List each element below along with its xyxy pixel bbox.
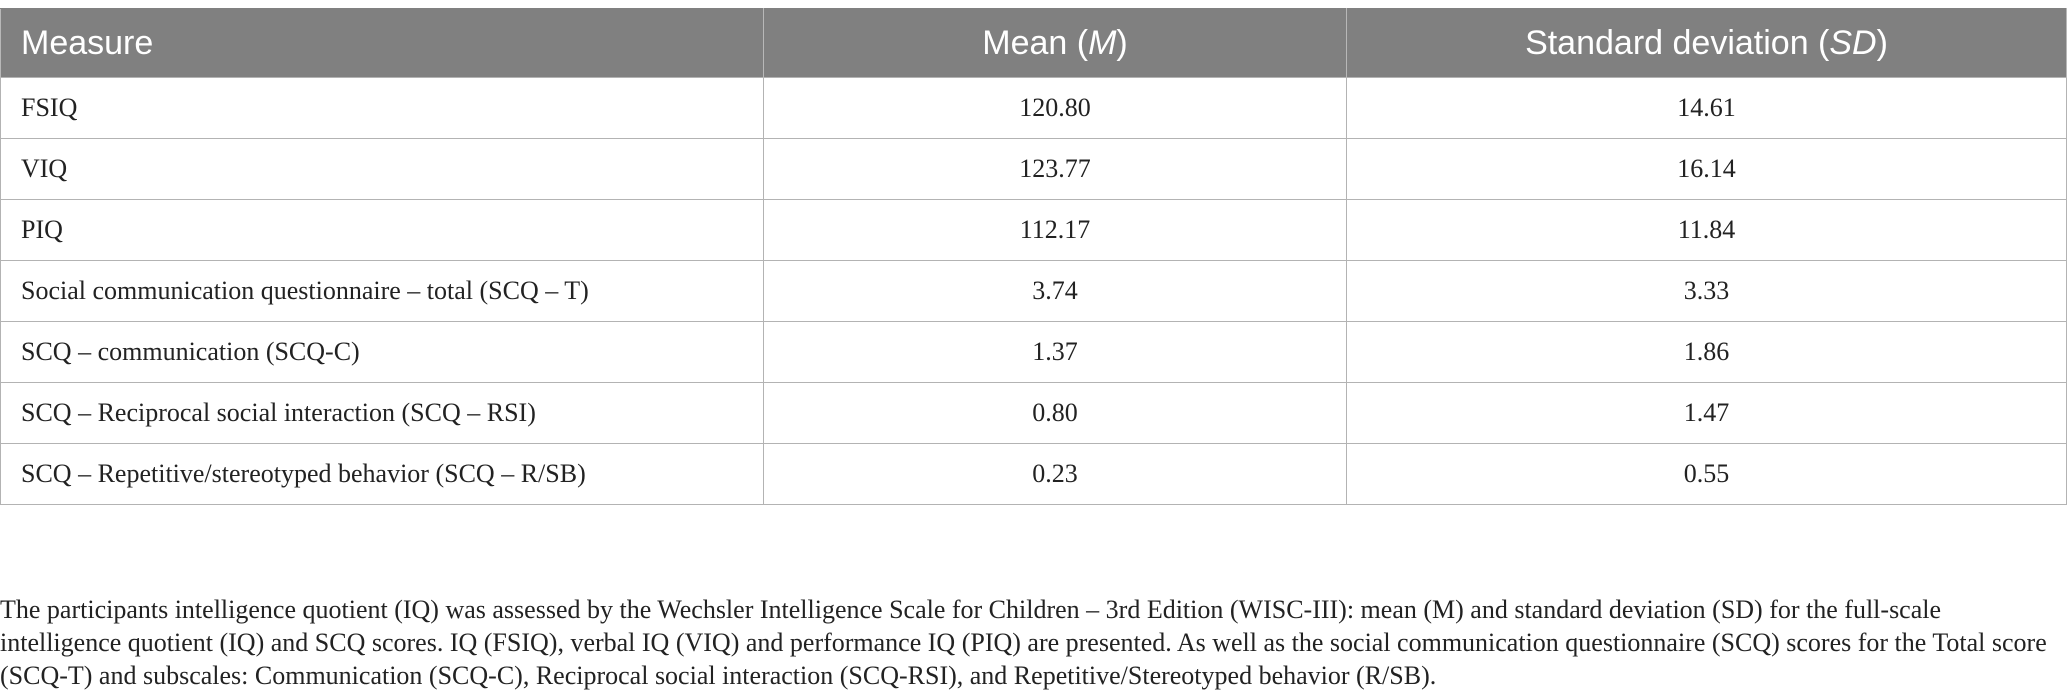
table-body: FSIQ 120.80 14.61 VIQ 123.77 16.14 PIQ 1… <box>0 77 2067 505</box>
header-sd-symbol: SD <box>1829 23 1877 62</box>
cell-sd: 14.61 <box>1346 77 2067 139</box>
cell-sd: 11.84 <box>1346 199 2067 261</box>
results-table: Measure Mean (M) Standard deviation (SD)… <box>0 8 2067 505</box>
header-mean-suffix: ) <box>1116 23 1128 62</box>
cell-measure: Social communication questionnaire – tot… <box>0 260 764 322</box>
cell-sd: 0.55 <box>1346 443 2067 505</box>
header-sd-prefix: Standard deviation ( <box>1525 23 1830 62</box>
header-sd: Standard deviation (SD) <box>1346 8 2067 78</box>
table-row: PIQ 112.17 11.84 <box>0 199 2067 261</box>
table-footnote: The participants intelligence quotient (… <box>0 595 2047 690</box>
header-mean-symbol: M <box>1088 23 1117 62</box>
cell-measure: SCQ – Repetitive/stereotyped behavior (S… <box>0 443 764 505</box>
header-sd-suffix: ) <box>1876 23 1888 62</box>
cell-mean: 112.17 <box>763 199 1347 261</box>
header-row: Measure Mean (M) Standard deviation (SD) <box>0 8 2067 78</box>
table-row: SCQ – Reciprocal social interaction (SCQ… <box>0 382 2067 444</box>
cell-sd: 16.14 <box>1346 138 2067 200</box>
cell-mean: 3.74 <box>763 260 1347 322</box>
cell-measure: VIQ <box>0 138 764 200</box>
cell-measure: SCQ – Reciprocal social interaction (SCQ… <box>0 382 764 444</box>
cell-measure: SCQ – communication (SCQ-C) <box>0 321 764 383</box>
table-row: SCQ – Repetitive/stereotyped behavior (S… <box>0 443 2067 505</box>
table-row: Social communication questionnaire – tot… <box>0 260 2067 322</box>
results-table-container: Measure Mean (M) Standard deviation (SD)… <box>0 8 2067 505</box>
cell-measure: PIQ <box>0 199 764 261</box>
cell-mean: 1.37 <box>763 321 1347 383</box>
header-mean-prefix: Mean ( <box>982 23 1089 62</box>
cell-mean: 0.80 <box>763 382 1347 444</box>
table-row: VIQ 123.77 16.14 <box>0 138 2067 200</box>
cell-sd: 1.86 <box>1346 321 2067 383</box>
cell-mean: 120.80 <box>763 77 1347 139</box>
cell-measure: FSIQ <box>0 77 764 139</box>
table-header: Measure Mean (M) Standard deviation (SD) <box>0 8 2067 78</box>
cell-mean: 0.23 <box>763 443 1347 505</box>
table-row: FSIQ 120.80 14.61 <box>0 77 2067 139</box>
cell-sd: 3.33 <box>1346 260 2067 322</box>
cell-sd: 1.47 <box>1346 382 2067 444</box>
header-mean: Mean (M) <box>763 8 1347 78</box>
header-measure: Measure <box>0 8 764 78</box>
cell-mean: 123.77 <box>763 138 1347 200</box>
table-row: SCQ – communication (SCQ-C) 1.37 1.86 <box>0 321 2067 383</box>
